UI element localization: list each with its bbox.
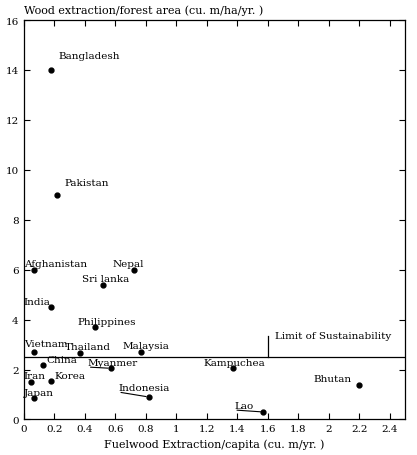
Text: China: China xyxy=(47,355,78,364)
Text: Limit of Sustainability: Limit of Sustainability xyxy=(275,331,392,340)
Text: Philippines: Philippines xyxy=(77,317,136,326)
Text: Japan: Japan xyxy=(24,389,54,398)
Text: Pakistan: Pakistan xyxy=(65,179,109,188)
Text: Vietnam: Vietnam xyxy=(24,339,67,349)
Text: Wood extraction/forest area (cu. m/ha/yr. ): Wood extraction/forest area (cu. m/ha/yr… xyxy=(24,5,263,16)
Text: Iran: Iran xyxy=(24,371,46,380)
Text: Malaysia: Malaysia xyxy=(123,341,170,350)
Text: Afghanistan: Afghanistan xyxy=(24,260,87,269)
Text: Korea: Korea xyxy=(54,371,85,380)
Text: Myanmer: Myanmer xyxy=(88,358,138,367)
Text: Nepal: Nepal xyxy=(112,260,143,269)
Text: Kampuchea: Kampuchea xyxy=(203,358,266,367)
Text: Lao: Lao xyxy=(234,401,254,410)
Text: Bhutan: Bhutan xyxy=(314,374,352,384)
Text: India: India xyxy=(24,297,50,306)
Text: Thailand: Thailand xyxy=(65,342,111,351)
Text: Sri lanka: Sri lanka xyxy=(82,275,129,284)
X-axis label: Fuelwood Extraction/capita (cu. m/yr. ): Fuelwood Extraction/capita (cu. m/yr. ) xyxy=(104,439,324,450)
Text: Indonesia: Indonesia xyxy=(118,383,170,392)
Text: Bangladesh: Bangladesh xyxy=(59,52,120,61)
